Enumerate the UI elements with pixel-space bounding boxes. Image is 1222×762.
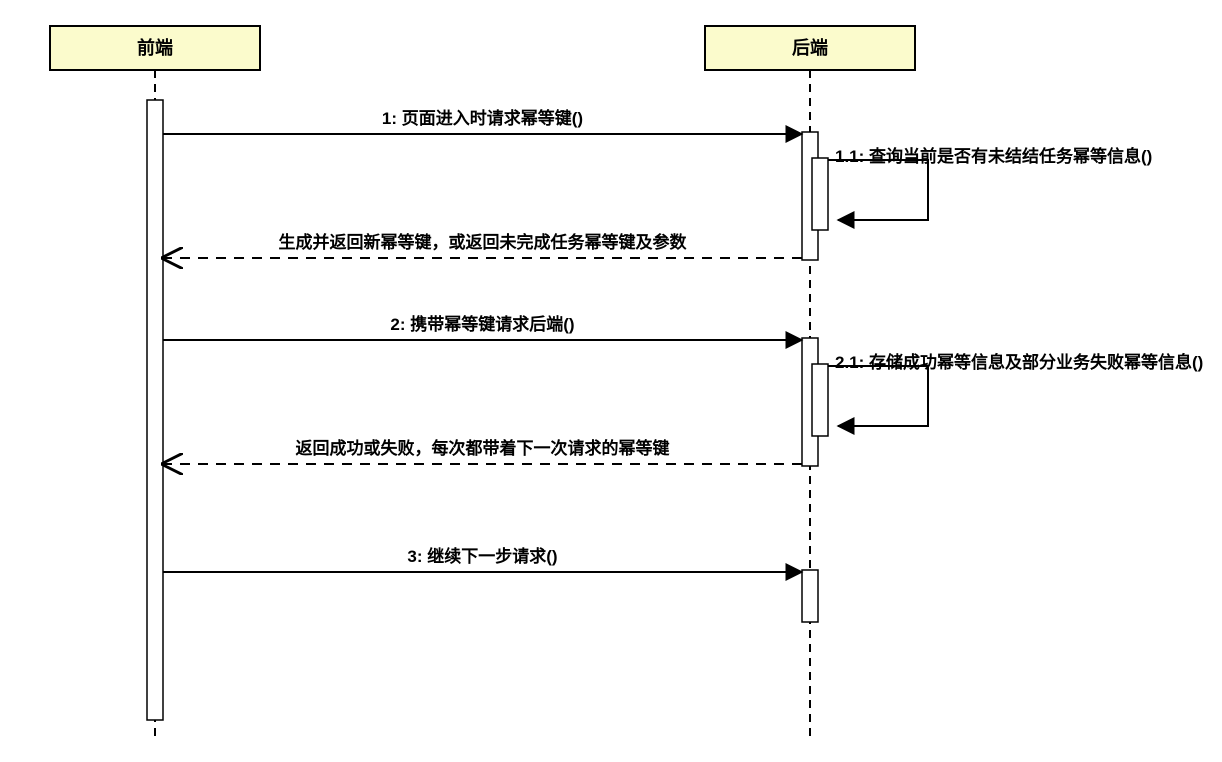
participant-backend-label: 后端 — [792, 38, 828, 58]
participant-frontend: 前端 — [50, 26, 260, 70]
svg-text:1: 页面进入时请求幂等键(): 1: 页面进入时请求幂等键() — [382, 108, 583, 128]
participant-frontend-label: 前端 — [137, 37, 173, 58]
svg-text:生成并返回新幂等键，或返回未完成任务幂等键及参数: 生成并返回新幂等键，或返回未完成任务幂等键及参数 — [279, 232, 688, 252]
svg-text:2.1: 存储成功幂等信息及部分业务失败幂等信息(): 2.1: 存储成功幂等信息及部分业务失败幂等信息() — [835, 352, 1203, 372]
svg-text:返回成功或失败，每次都带着下一次请求的幂等键: 返回成功或失败，每次都带着下一次请求的幂等键 — [296, 438, 670, 458]
svg-text:1.1: 查询当前是否有未结结任务幂等信息(): 1.1: 查询当前是否有未结结任务幂等信息() — [835, 146, 1152, 166]
svg-text:2: 携带幂等键请求后端(): 2: 携带幂等键请求后端() — [390, 314, 574, 334]
svg-text:3: 继续下一步请求(): 3: 继续下一步请求() — [407, 546, 557, 566]
participant-backend: 后端 — [705, 26, 915, 70]
